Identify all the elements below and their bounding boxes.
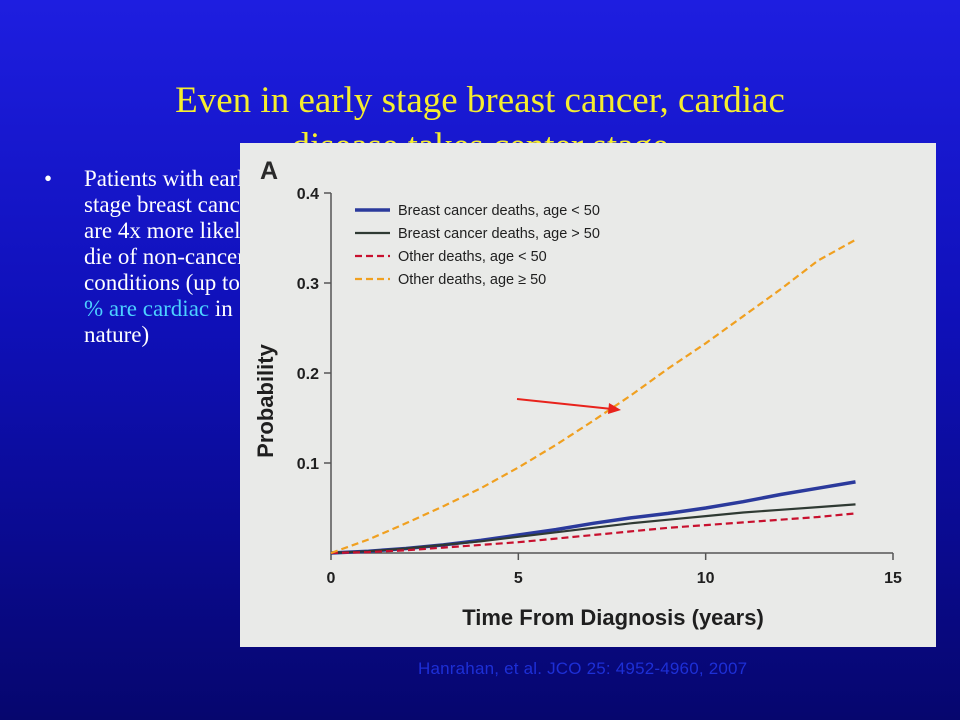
annotation-arrowhead xyxy=(608,403,621,414)
series-line-1 xyxy=(330,503,856,555)
legend-label-3: Other deaths, age ≥ 50 xyxy=(398,272,546,288)
x-tick-label-0: 0 xyxy=(327,570,336,587)
legend: Breast cancer deaths, age < 50 Breast can… xyxy=(355,203,600,288)
legend-label-0: Breast cancer deaths, age < 50 xyxy=(398,203,600,219)
citation: Hanrahan, et al. JCO 25: 4952-4960, 2007 xyxy=(418,659,748,678)
bullet-text-after: in nature) xyxy=(84,296,233,347)
slide-title-line-1: Even in early stage breast cancer, cardi… xyxy=(175,80,785,121)
legend-label-1: Breast cancer deaths, age > 50 xyxy=(398,226,600,242)
x-tick-label-3: 15 xyxy=(884,570,902,587)
x-axis-label: Time From Diagnosis (years) xyxy=(462,605,764,630)
y-tick-label-1: 0.2 xyxy=(297,366,319,383)
axis-ticks: 0.1 0.2 0.3 0.4 0 5 10 15 xyxy=(297,186,902,587)
y-tick-label-3: 0.4 xyxy=(297,186,319,203)
series-lines xyxy=(330,238,857,555)
series-line-3 xyxy=(330,238,857,555)
panel-label: A xyxy=(260,157,278,185)
bullet-marker: • xyxy=(44,166,53,191)
figure-panel: A 0.1 0.2 0.3 0.4 0 5 10 15 Breast cancer death… xyxy=(240,143,936,647)
series-line-0 xyxy=(330,480,856,555)
annotation-arrow xyxy=(516,398,613,410)
legend-label-2: Other deaths, age < 50 xyxy=(398,249,547,265)
x-tick-label-2: 10 xyxy=(697,570,715,587)
probability-chart: A 0.1 0.2 0.3 0.4 0 5 10 15 Breast cancer death… xyxy=(253,157,902,630)
y-axis-label: Probability xyxy=(253,343,278,457)
y-tick-label-0: 0.1 xyxy=(297,456,319,473)
bullet-text-before: Patients with early stage breast cancer … xyxy=(84,166,276,295)
y-tick-label-2: 0.3 xyxy=(297,276,319,293)
x-tick-label-1: 5 xyxy=(514,570,523,587)
